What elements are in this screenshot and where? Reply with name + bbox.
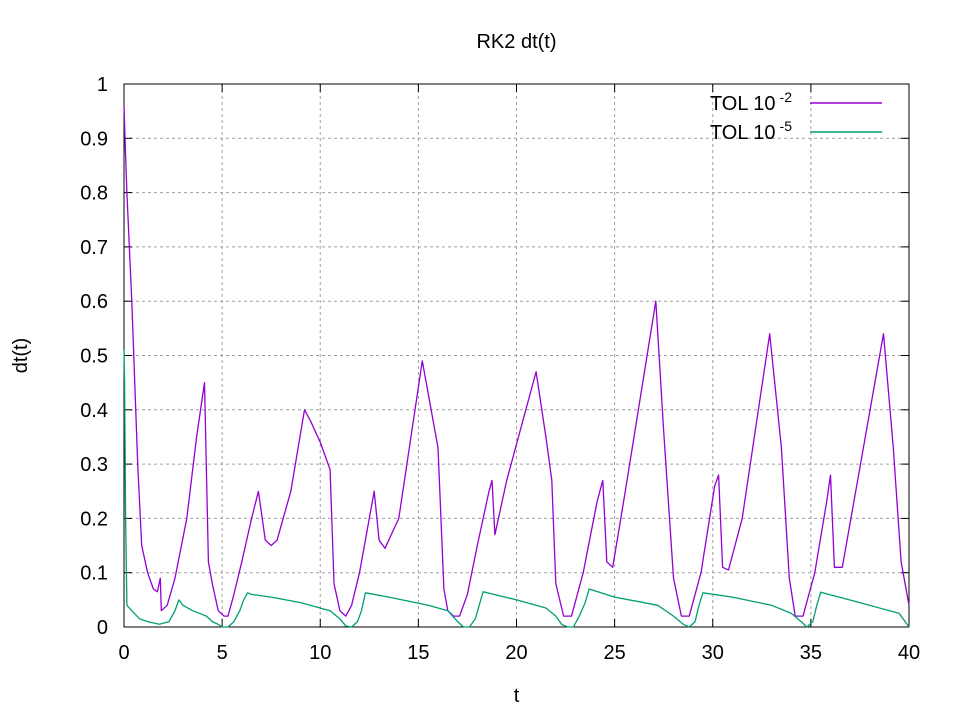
y-tick-label: 0 — [97, 617, 108, 639]
legend-entry-tol-1e-5: TOL 10 -5 — [710, 118, 792, 144]
y-tick-label: 0.8 — [80, 183, 108, 205]
y-tick-label: 0.1 — [80, 563, 108, 585]
legend-exponent-tol-1e-2: -2 — [780, 89, 793, 105]
y-tick-label: 1 — [97, 74, 108, 96]
y-tick-label: 0.6 — [80, 291, 108, 313]
legend-entry-tol-1e-2: TOL 10 -2 — [710, 89, 792, 115]
x-tick-label: 30 — [702, 642, 724, 664]
x-tick-label: 5 — [217, 642, 228, 664]
chart-title: RK2 dt(t) — [476, 31, 556, 53]
y-tick-label: 0.5 — [80, 346, 108, 368]
x-tick-label: 10 — [309, 642, 331, 664]
x-tick-label: 20 — [505, 642, 527, 664]
legend-exponent-tol-1e-5: -5 — [780, 118, 793, 134]
x-axis-label: t — [514, 685, 520, 707]
y-tick-label: 0.9 — [80, 128, 108, 150]
grid-lines — [124, 84, 909, 627]
y-tick-label: 0.4 — [80, 400, 108, 422]
series-line-1 — [123, 350, 910, 628]
y-tick-label: 0.2 — [80, 508, 108, 530]
y-axis-label: dt(t) — [10, 338, 32, 374]
x-tick-label: 25 — [604, 642, 626, 664]
legend-label-tol-1e-2: TOL 10 — [710, 93, 776, 115]
x-tick-label: 40 — [898, 642, 920, 664]
x-tick-label: 35 — [800, 642, 822, 664]
legend: TOL 10 -2 TOL 10 -5 — [710, 89, 882, 144]
x-tick-label: 0 — [118, 642, 129, 664]
y-tick-label: 0.3 — [80, 454, 108, 476]
axis-ticks: 0 5 10 15 20 25 30 35 40 0 0.1 0.2 0.3 0.4 0.5 0.6 0.7 0.… — [80, 74, 920, 664]
series-line-0 — [123, 105, 910, 617]
legend-label-tol-1e-5: TOL 10 — [710, 122, 776, 144]
x-tick-label: 15 — [407, 642, 429, 664]
series-lines — [123, 105, 910, 628]
y-tick-label: 0.7 — [80, 237, 108, 259]
